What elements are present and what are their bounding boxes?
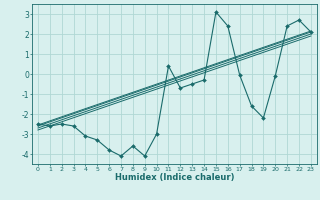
X-axis label: Humidex (Indice chaleur): Humidex (Indice chaleur)	[115, 173, 234, 182]
